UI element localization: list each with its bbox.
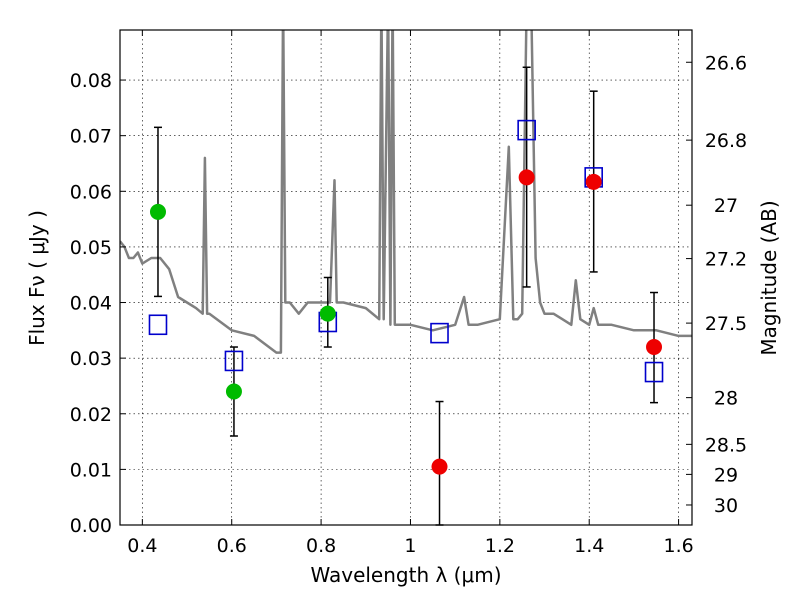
observed-point-green — [319, 305, 336, 322]
y-ticks: 0.00 0.01 0.02 0.03 0.04 0.05 0.06 0.07 0.08 — [70, 70, 126, 537]
right-tick-label: 29 — [714, 464, 738, 486]
x-tick-label: 0.6 — [217, 535, 247, 557]
y-axis-label: Flux Fν ( μJy ) — [25, 210, 49, 346]
x-ticks: 0.4 0.6 0.8 1 1.2 1.4 1.6 — [127, 30, 694, 557]
y-tick-label: 0.07 — [70, 126, 112, 148]
y-tick-label: 0.02 — [70, 404, 112, 426]
model-point-square — [517, 119, 536, 141]
y-tick-label: 0.08 — [70, 70, 112, 92]
right-tick-label: 27.2 — [705, 249, 747, 271]
plot-frame — [119, 29, 693, 526]
observed-point-red — [646, 339, 663, 356]
model-point-square — [430, 322, 449, 344]
grid-lines — [120, 30, 692, 526]
observed-point-red — [518, 169, 535, 186]
observed-points-layer — [149, 169, 663, 475]
observed-point-red — [585, 173, 602, 190]
x-tick-label: 0.8 — [306, 535, 336, 557]
x-tick-label: 0.4 — [127, 535, 157, 557]
right-tick-label: 26.8 — [705, 130, 747, 152]
observed-point-red — [431, 458, 448, 475]
model-points-layer — [148, 119, 664, 383]
right-axis-label: Magnitude (AB) — [757, 200, 781, 355]
x-tick-label: 1.2 — [485, 535, 515, 557]
plot-background — [120, 30, 692, 525]
model-point-square — [224, 350, 244, 372]
x-axis-label: Wavelength λ (μm) — [310, 563, 501, 587]
right-tick-label: 28 — [714, 388, 738, 410]
right-tick-label: 28.5 — [705, 434, 747, 456]
spectrum-line — [120, 30, 692, 354]
model-point-square — [148, 314, 168, 336]
model-point-square — [644, 361, 664, 383]
y-tick-label: 0.06 — [70, 181, 112, 203]
x-tick-label: 1.6 — [663, 535, 693, 557]
right-tick-label: 30 — [714, 495, 738, 517]
right-tick-label: 27 — [714, 195, 738, 217]
y-tick-label: 0.04 — [70, 293, 112, 315]
observed-point-green — [149, 203, 166, 220]
y-tick-label: 0.05 — [70, 237, 112, 259]
y-tick-label: 0.01 — [70, 459, 112, 481]
right-ticks: 26.6 26.8 27 27.2 27.5 28 28.5 29 30 — [686, 52, 747, 517]
right-tick-label: 27.5 — [705, 313, 747, 335]
x-tick-label: 1 — [404, 535, 416, 557]
right-tick-label: 26.6 — [705, 52, 747, 74]
y-tick-label: 0.00 — [70, 515, 112, 537]
x-tick-label: 1.4 — [574, 535, 604, 557]
observed-point-green — [225, 383, 242, 400]
spectrum-layer — [120, 30, 692, 354]
y-tick-label: 0.03 — [70, 348, 112, 370]
